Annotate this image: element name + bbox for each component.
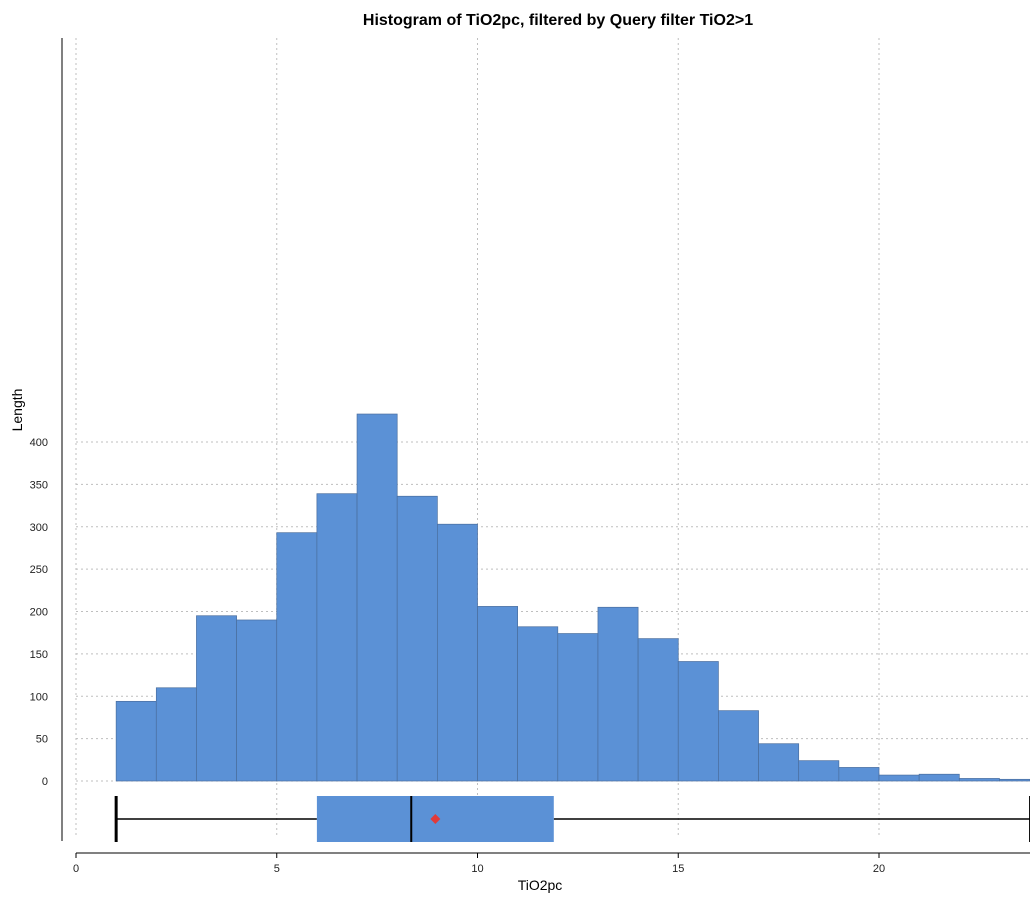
y-tick-label: 300 <box>30 522 48 534</box>
histogram-bar <box>316 493 358 782</box>
histogram-bar <box>798 760 840 782</box>
histogram-bar <box>356 413 398 782</box>
histogram-bar <box>838 767 880 782</box>
histogram-bar <box>878 774 920 782</box>
histogram-bar <box>597 606 639 782</box>
histogram-bar <box>637 638 679 782</box>
y-tick-label: 350 <box>30 479 48 491</box>
histogram-bar <box>437 523 478 782</box>
histogram-bar <box>196 615 237 782</box>
y-tick-label: 0 <box>42 776 48 788</box>
x-tick-label: 0 <box>73 863 79 875</box>
x-axis-label: TiO2pc <box>518 877 563 893</box>
x-tick-label: 15 <box>672 863 684 875</box>
histogram-bar <box>758 743 800 782</box>
histogram-bar <box>718 710 759 782</box>
histogram-bar <box>276 532 318 782</box>
x-tick-label: 20 <box>873 863 885 875</box>
y-axis-label: Length <box>9 389 25 432</box>
histogram-bar <box>517 626 559 782</box>
chart-title: Histogram of TiO2pc, filtered by Query f… <box>363 12 753 29</box>
histogram-bar <box>236 619 278 782</box>
y-tick-label: 100 <box>30 691 48 703</box>
histogram-bar <box>677 661 719 782</box>
histogram-bar <box>477 606 519 782</box>
y-tick-label: 400 <box>30 437 48 449</box>
histogram-bar <box>396 495 438 782</box>
boxplot <box>114 796 1030 842</box>
boxplot-mean-marker <box>430 814 441 824</box>
y-tick-label: 50 <box>36 734 48 746</box>
histogram-bar <box>958 778 1000 782</box>
histogram-bar <box>999 778 1030 782</box>
histogram-bar <box>155 687 197 782</box>
x-tick-label: 5 <box>274 863 280 875</box>
x-tick-label: 10 <box>471 863 483 875</box>
histogram-bar <box>918 773 960 782</box>
histogram-bar <box>115 700 157 782</box>
y-tick-label: 200 <box>30 607 48 619</box>
y-tick-label: 150 <box>30 649 48 661</box>
y-tick-label: 250 <box>30 564 48 576</box>
histogram-bar <box>557 633 599 782</box>
histogram-bars <box>115 413 1030 782</box>
